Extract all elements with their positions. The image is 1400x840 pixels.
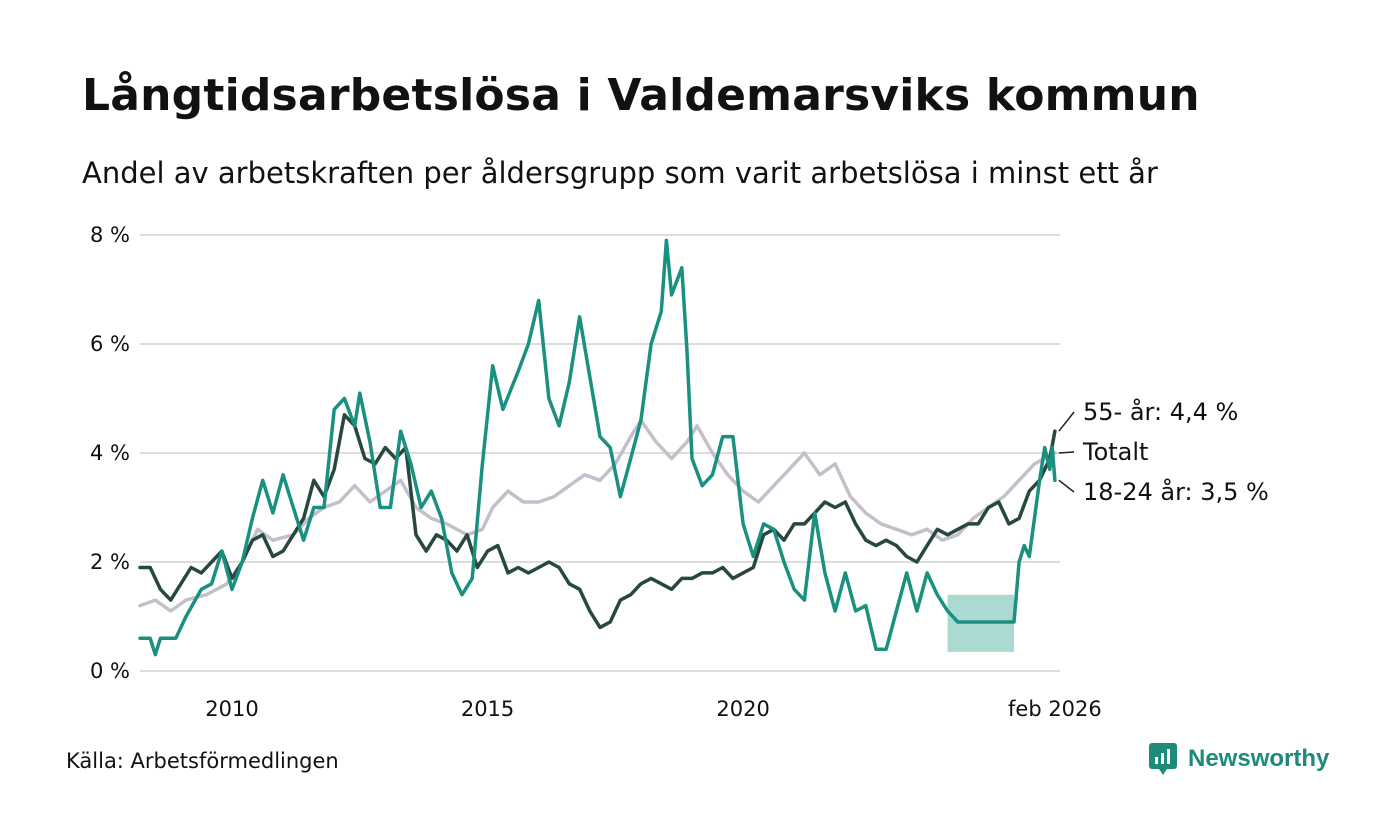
end-label-total: Totalt xyxy=(1082,438,1148,466)
end-labels: 55- år: 4,4 % Totalt 18-24 år: 3,5 % xyxy=(1058,397,1269,506)
grid-layer xyxy=(140,234,1060,672)
x-tick-label: feb 2026 xyxy=(1008,697,1102,721)
brand-name: Newsworthy xyxy=(1188,745,1330,772)
chart-subtitle: Andel av arbetskraften per åldersgrupp s… xyxy=(82,156,1158,190)
y-tick-label: 4 % xyxy=(90,441,130,465)
x-axis: 2010 2015 2020 feb 2026 xyxy=(205,697,1101,721)
x-tick-label: 2020 xyxy=(716,697,769,721)
series-layer xyxy=(138,238,1057,657)
source-note: Källa: Arbetsförmedlingen xyxy=(66,749,339,773)
y-tick-label: 0 % xyxy=(90,659,130,683)
y-tick-label: 2 % xyxy=(90,550,130,574)
series-line-total xyxy=(138,418,1057,613)
end-label-age1824: 18-24 år: 3,5 % xyxy=(1083,477,1269,506)
chart-title: Långtidsarbetslösa i Valdemarsviks kommu… xyxy=(82,70,1200,121)
y-tick-label: 8 % xyxy=(90,223,130,247)
brand-logo: Newsworthy xyxy=(1148,742,1329,776)
label-leader-total xyxy=(1058,451,1075,454)
end-label-age55: 55- år: 4,4 % xyxy=(1083,397,1238,426)
series-line-age55 xyxy=(138,413,1057,630)
newsworthy-logo-icon xyxy=(1149,743,1177,775)
line-chart: 0 % 2 % 4 % 6 % 8 % 2010 2015 2020 feb 2026 55-… xyxy=(90,223,1269,721)
x-tick-label: 2010 xyxy=(205,697,258,721)
x-tick-label: 2015 xyxy=(461,697,514,721)
label-leader-age55 xyxy=(1058,411,1075,432)
y-tick-label: 6 % xyxy=(90,332,130,356)
y-axis: 0 % 2 % 4 % 6 % 8 % xyxy=(90,223,130,683)
series-line-age1824 xyxy=(138,238,1057,657)
label-leader-age1824 xyxy=(1058,479,1075,493)
